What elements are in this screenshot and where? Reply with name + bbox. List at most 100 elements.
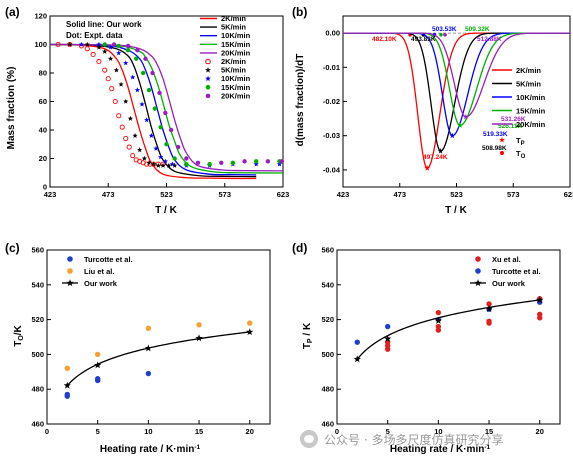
panel-c-xtick-label: 10 xyxy=(144,427,152,436)
panel-c-data-point xyxy=(94,376,101,382)
panel-a-legend-label: 5K/min xyxy=(221,66,246,75)
panel-a-xlabel: T / K xyxy=(155,205,177,216)
panel-c-our-work-point xyxy=(195,334,203,342)
panel-a-legend-marker xyxy=(205,67,211,73)
panel-a-expt-point xyxy=(134,56,139,61)
wechat-icon xyxy=(300,430,318,448)
panel-a-expt-point xyxy=(158,124,163,130)
panel-d-data-point xyxy=(354,339,360,345)
panel-d-ytick-label: 560 xyxy=(321,246,334,255)
panel-b-onset-label: 503.53K xyxy=(432,26,457,33)
panel-d-xtick-label: 5 xyxy=(386,427,390,436)
panel-a-expt-point xyxy=(155,162,162,168)
panel-c-ytick-label: 480 xyxy=(31,385,44,394)
panel-c-our-work-point xyxy=(94,361,102,369)
panel-a-expt-point xyxy=(166,162,172,168)
panel-a-expt-point xyxy=(160,162,166,168)
panel-d: 0 5 10 15 20 460 480 500 520 540 560 xyxy=(321,246,561,436)
panel-a-legend-marker xyxy=(205,75,211,82)
panel-a-legend-label: 20K/min xyxy=(221,48,251,57)
panel-a-expt-point xyxy=(96,44,102,50)
panel-d-ylabel: TP / K xyxy=(302,322,314,349)
panel-b-onset-label: 509.32K xyxy=(465,26,490,33)
panel-a-expt-point xyxy=(146,87,152,93)
panel-a-ytick-label: 20 xyxy=(39,154,47,163)
panel-a-expt-point xyxy=(123,98,129,104)
panel-b-legend-label: 15K/min xyxy=(516,107,546,116)
panel-b-peak-marker xyxy=(437,148,444,154)
panel-a-expt-point xyxy=(219,160,224,165)
panel-b-derivative-line xyxy=(343,32,570,118)
panel-a-expt-point xyxy=(112,98,118,105)
panel-a-legend-label: 5K/min xyxy=(221,23,246,32)
panel-a-expt-point xyxy=(84,46,90,52)
panel-c-legend-label: Our work xyxy=(84,279,118,288)
panel-c-our-work-point xyxy=(246,328,254,336)
panel-a-expt-point xyxy=(168,127,174,133)
panel-d-legend-label: Turcotte et al. xyxy=(492,267,541,276)
panel-b-onset-label: 493.83K xyxy=(411,36,436,43)
panel-a-expt-point xyxy=(107,44,114,50)
panel-a-expt-point xyxy=(78,41,85,47)
panel-a-ytick-label: 0 xyxy=(43,183,47,192)
panel-a-note-line2: Dot: Expt. data xyxy=(66,31,123,40)
panel-b-peak-marker xyxy=(457,122,463,128)
panel-c-data-point xyxy=(196,322,202,328)
watermark-text: 公众号 · 多场多尺度仿真研究分享 xyxy=(324,432,504,447)
panel-a-expt-point xyxy=(146,159,152,166)
panel-c-our-work-point xyxy=(63,381,71,389)
panel-a-expt-point xyxy=(123,60,129,66)
panel-d-our-work-point xyxy=(485,305,493,313)
panel-c-ytick-label: 500 xyxy=(31,350,44,359)
panel-a-ytick-label: 120 xyxy=(34,12,47,21)
panel-d-ytick-label: 460 xyxy=(321,420,334,429)
panel-a-model-line xyxy=(49,43,257,180)
panel-c-xlabel: Heating rate / K·min-1 xyxy=(100,444,201,455)
panel-a-xtick-label: 623 xyxy=(277,190,290,199)
panel-d-letter: (d) xyxy=(292,241,307,255)
panel-a-expt-point xyxy=(102,48,108,54)
panel-a-expt-point xyxy=(116,50,122,56)
panel-d-xtick-label: 20 xyxy=(536,427,544,436)
panel-a-xtick-label: 573 xyxy=(218,190,231,199)
panel-a-ytick-label: 40 xyxy=(39,126,47,135)
panel-a-expt-point xyxy=(126,144,132,150)
panel-c-frame xyxy=(46,249,271,425)
panel-a-expt-point xyxy=(164,142,169,147)
panel-c-xtick-label: 20 xyxy=(246,427,254,436)
panel-b-onset-marker xyxy=(443,33,447,37)
panel-a-expt-point xyxy=(175,144,181,150)
panel-d-data-point xyxy=(435,309,442,316)
panel-c-data-point xyxy=(64,391,70,398)
panel-a-expt-point xyxy=(123,135,129,142)
panel-a-expt-point xyxy=(135,48,140,53)
panel-b-legend-to-marker xyxy=(500,151,504,155)
panel-b-ytick-label: -0.04 xyxy=(323,165,341,174)
panel-a-legend-label: 10K/min xyxy=(221,74,251,83)
panel-b-peak-label: 497.24K xyxy=(423,154,448,161)
panel-a-ylabel: Mass fraction (%) xyxy=(6,67,17,150)
panel-d-legend-marker xyxy=(475,256,481,262)
panel-a-expt-point xyxy=(169,161,175,167)
panel-c-ytick-label: 520 xyxy=(31,315,44,324)
panel-d-our-work-point xyxy=(434,316,442,324)
panel-d-xtick-label: 0 xyxy=(335,427,339,436)
panel-c-xtick-label: 0 xyxy=(45,427,49,436)
panel-b-peak-label: 526.11K xyxy=(498,123,523,130)
panel-a-expt-point xyxy=(162,158,168,164)
panel-d-legend: Xu et al. Turcotte et al. Our work xyxy=(470,255,541,288)
panel-a-ytick-label: 100 xyxy=(34,40,47,49)
panel-c-legend-label: Liu et al. xyxy=(84,267,114,276)
panel-a-expt-point xyxy=(107,55,114,62)
panel-d-data-point xyxy=(486,301,492,307)
panel-a-legend: 2K/min5K/min10K/min15K/min20K/min2K/min5… xyxy=(200,14,251,100)
panel-b-ylabel: d(mass fraction)/dT xyxy=(295,54,306,147)
panel-a-ytick-label: 60 xyxy=(39,97,47,106)
panel-c-letter: (c) xyxy=(5,241,20,255)
panel-b-xlabel: T / K xyxy=(445,205,467,216)
panel-a-expt-point xyxy=(150,70,155,76)
panel-b-ytick-label: -0.03 xyxy=(323,131,340,140)
panel-a-expt-point xyxy=(184,156,189,161)
panel-a-expt-point xyxy=(139,101,145,107)
panel-b-peak-marker xyxy=(449,132,456,139)
